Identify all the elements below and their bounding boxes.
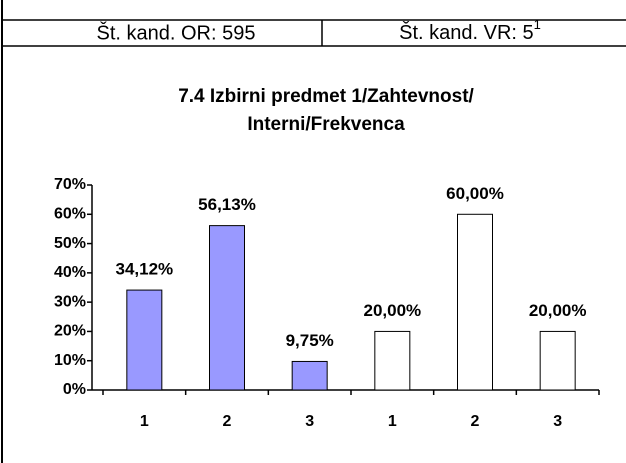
value-label: 20,00% xyxy=(363,301,421,320)
bar xyxy=(457,213,493,391)
y-tick-label: 10% xyxy=(54,352,86,369)
x-tick-label: 2 xyxy=(223,413,232,430)
x-tick-label: 1 xyxy=(140,413,149,430)
bar xyxy=(126,289,163,391)
cell-text: Št. kand. OR: 595 xyxy=(97,21,256,44)
y-tick-label: 30% xyxy=(54,293,86,310)
bar xyxy=(209,225,245,391)
y-tick-label: 40% xyxy=(54,264,86,281)
bar xyxy=(374,330,411,391)
y-tick-label: 60% xyxy=(54,206,86,223)
value-label: 56,13% xyxy=(198,195,256,214)
bar xyxy=(291,360,328,391)
y-tick-label: 70% xyxy=(54,176,86,193)
y-tick-label: 50% xyxy=(54,235,86,252)
y-tick-label: 0% xyxy=(63,381,86,398)
chart-title: 7.4 Izbirni predmet 1/Zahtevnost/ xyxy=(178,86,474,107)
y-tick-label: 20% xyxy=(54,323,86,340)
cell-text: Št. kand. VR: 51 xyxy=(399,17,541,44)
x-tick-label: 3 xyxy=(553,413,562,430)
cell-text: Št. kand. VR: 5 xyxy=(399,21,534,44)
value-label: 60,00% xyxy=(446,184,504,203)
x-tick-label: 2 xyxy=(471,413,480,430)
value-label: 34,12% xyxy=(115,260,173,279)
x-tick-label: 1 xyxy=(388,413,397,430)
x-tick-label: 3 xyxy=(305,413,314,430)
value-label: 20,00% xyxy=(529,301,587,320)
value-label: 9,75% xyxy=(286,331,334,350)
superscript: 1 xyxy=(534,17,541,32)
bar xyxy=(539,330,576,391)
chart-title: Interni/Frekvenca xyxy=(247,114,405,135)
